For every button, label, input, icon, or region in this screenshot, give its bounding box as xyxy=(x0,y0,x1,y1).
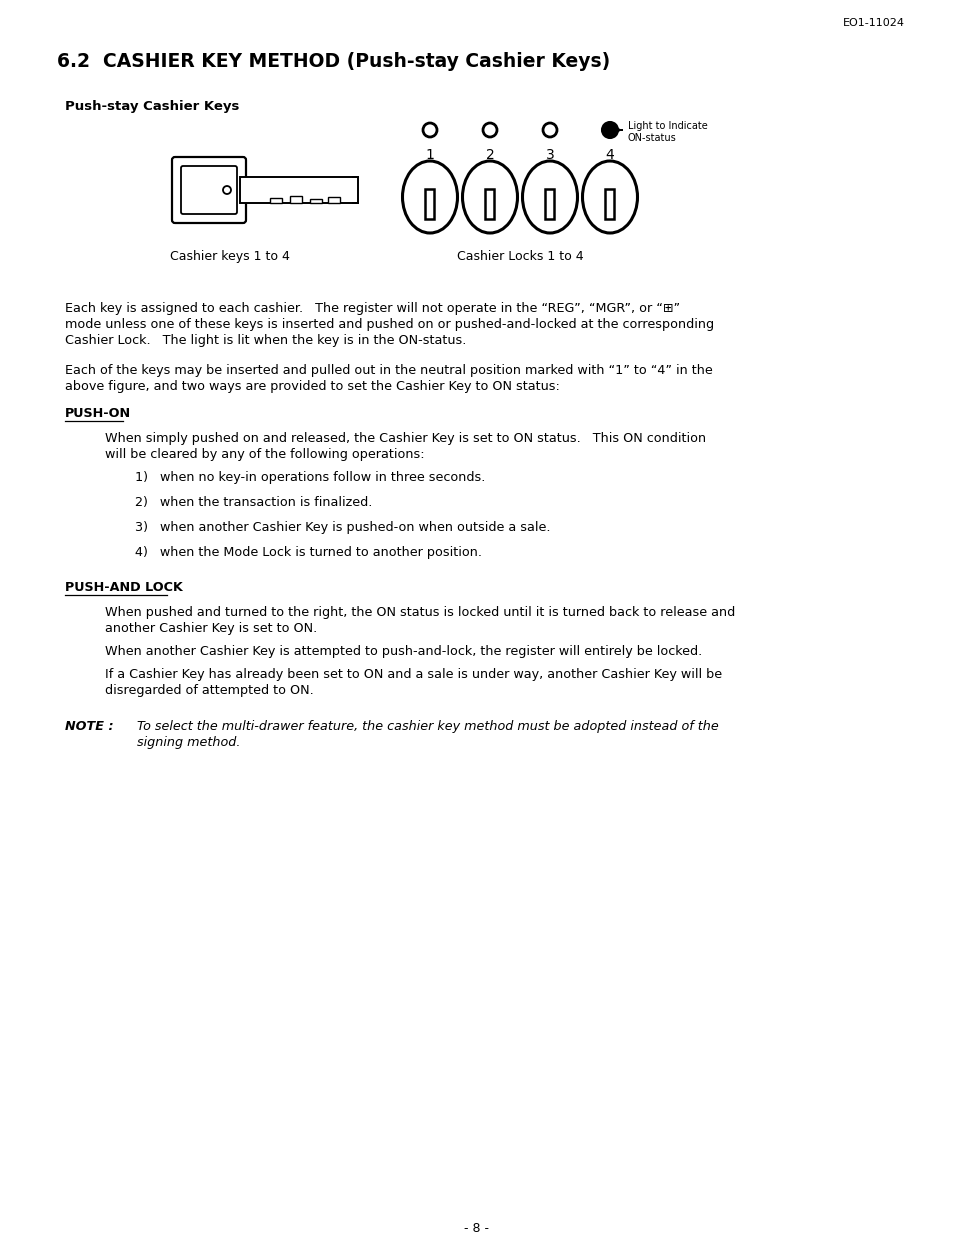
Text: When simply pushed on and released, the Cashier Key is set to ON status.   This : When simply pushed on and released, the … xyxy=(105,432,705,446)
Text: Cashier Lock.   The light is lit when the key is in the ON-status.: Cashier Lock. The light is lit when the … xyxy=(65,334,466,347)
Text: 4: 4 xyxy=(605,148,614,163)
Text: When another Cashier Key is attempted to push-and-lock, the register will entire: When another Cashier Key is attempted to… xyxy=(105,645,701,658)
Bar xyxy=(605,189,614,218)
Bar xyxy=(310,199,322,204)
Text: signing method.: signing method. xyxy=(137,736,240,750)
FancyBboxPatch shape xyxy=(181,166,236,213)
Text: Cashier keys 1 to 4: Cashier keys 1 to 4 xyxy=(170,249,290,263)
Text: Light to Indicate: Light to Indicate xyxy=(627,122,707,132)
Text: Push-stay Cashier Keys: Push-stay Cashier Keys xyxy=(65,101,239,113)
Text: 2: 2 xyxy=(485,148,494,163)
Text: NOTE :: NOTE : xyxy=(65,720,113,733)
Text: mode unless one of these keys is inserted and pushed on or pushed-and-locked at : mode unless one of these keys is inserte… xyxy=(65,318,714,331)
Text: Each key is assigned to each cashier.   The register will not operate in the “RE: Each key is assigned to each cashier. Th… xyxy=(65,302,679,315)
Text: will be cleared by any of the following operations:: will be cleared by any of the following … xyxy=(105,448,424,460)
Text: To select the multi-drawer feature, the cashier key method must be adopted inste: To select the multi-drawer feature, the … xyxy=(137,720,718,733)
Bar xyxy=(240,177,357,204)
Text: PUSH-AND LOCK: PUSH-AND LOCK xyxy=(65,581,183,594)
Circle shape xyxy=(601,122,618,138)
Text: another Cashier Key is set to ON.: another Cashier Key is set to ON. xyxy=(105,622,317,635)
Text: If a Cashier Key has already been set to ON and a sale is under way, another Cas: If a Cashier Key has already been set to… xyxy=(105,668,721,681)
Text: 1: 1 xyxy=(425,148,434,163)
Text: PUSH-ON: PUSH-ON xyxy=(65,407,131,419)
Text: Cashier Locks 1 to 4: Cashier Locks 1 to 4 xyxy=(456,249,582,263)
Text: 3)   when another Cashier Key is pushed-on when outside a sale.: 3) when another Cashier Key is pushed-on… xyxy=(135,521,550,534)
Text: 2)   when the transaction is finalized.: 2) when the transaction is finalized. xyxy=(135,496,372,509)
Bar xyxy=(270,199,282,204)
FancyBboxPatch shape xyxy=(172,158,246,223)
Text: Each of the keys may be inserted and pulled out in the neutral position marked w: Each of the keys may be inserted and pul… xyxy=(65,364,712,377)
Bar xyxy=(545,189,554,218)
Text: 1)   when no key-in operations follow in three seconds.: 1) when no key-in operations follow in t… xyxy=(135,472,485,484)
Bar xyxy=(328,197,339,204)
Text: ON-status: ON-status xyxy=(627,133,676,143)
Text: above figure, and two ways are provided to set the Cashier Key to ON status:: above figure, and two ways are provided … xyxy=(65,380,559,393)
Text: 6.2  CASHIER KEY METHOD (Push-stay Cashier Keys): 6.2 CASHIER KEY METHOD (Push-stay Cashie… xyxy=(57,52,610,71)
Text: 4)   when the Mode Lock is turned to another position.: 4) when the Mode Lock is turned to anoth… xyxy=(135,546,481,558)
Text: 3: 3 xyxy=(545,148,554,163)
Bar xyxy=(425,189,434,218)
Text: - 8 -: - 8 - xyxy=(464,1222,489,1235)
Text: EO1-11024: EO1-11024 xyxy=(842,19,904,29)
Bar xyxy=(485,189,494,218)
Text: When pushed and turned to the right, the ON status is locked until it is turned : When pushed and turned to the right, the… xyxy=(105,606,735,619)
Bar xyxy=(290,196,302,204)
Text: disregarded of attempted to ON.: disregarded of attempted to ON. xyxy=(105,684,314,697)
